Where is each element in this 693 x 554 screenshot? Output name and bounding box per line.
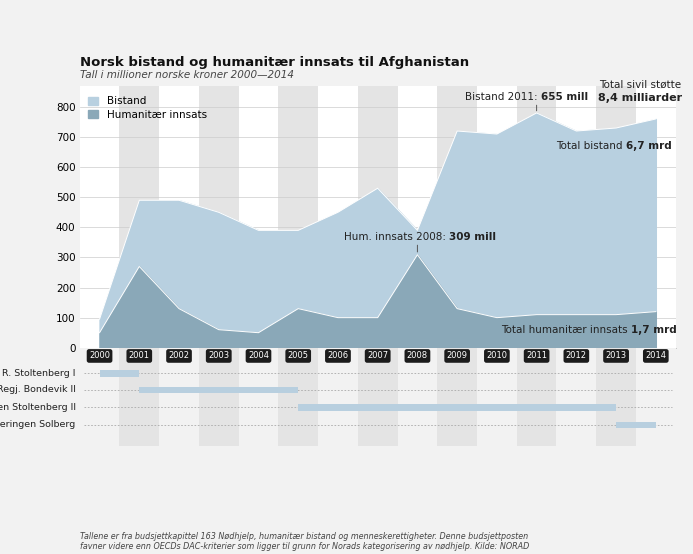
Bar — [596, 348, 636, 446]
Bar — [139, 387, 298, 393]
Bar — [616, 422, 656, 428]
Text: Bistand 2011:: Bistand 2011: — [465, 92, 541, 102]
Bar — [199, 86, 238, 348]
Text: Hum. innsats 2008:: Hum. innsats 2008: — [344, 232, 449, 242]
Text: 2010: 2010 — [486, 351, 507, 361]
Text: 2001: 2001 — [129, 351, 150, 361]
Bar — [279, 86, 318, 348]
Bar — [437, 348, 477, 446]
Text: Regjeringen Solberg: Regjeringen Solberg — [0, 420, 76, 429]
Bar — [596, 86, 636, 348]
Text: Total humanitær innsats: Total humanitær innsats — [501, 325, 631, 335]
Text: 2000: 2000 — [89, 351, 110, 361]
Bar — [100, 370, 139, 377]
Text: 2009: 2009 — [447, 351, 468, 361]
Text: 2002: 2002 — [168, 351, 189, 361]
Text: 2014: 2014 — [645, 351, 666, 361]
Text: 655 mill: 655 mill — [541, 92, 588, 102]
Text: 2004: 2004 — [248, 351, 269, 361]
Text: 2012: 2012 — [566, 351, 587, 361]
Text: Regj. Bondevik II: Regj. Bondevik II — [0, 386, 76, 394]
Bar — [358, 348, 398, 446]
Text: 2007: 2007 — [367, 351, 388, 361]
Text: 2008: 2008 — [407, 351, 428, 361]
Bar — [199, 348, 238, 446]
Text: Regjeringen Stoltenberg II: Regjeringen Stoltenberg II — [0, 403, 76, 412]
Bar — [279, 348, 318, 446]
Text: Norsk bistand og humanitær innsats til Afghanistan: Norsk bistand og humanitær innsats til A… — [80, 57, 469, 69]
Text: Total bistand: Total bistand — [556, 141, 626, 151]
Text: 2006: 2006 — [327, 351, 349, 361]
Text: Total sivil støtte: Total sivil støtte — [599, 79, 681, 90]
Text: 2003: 2003 — [208, 351, 229, 361]
Bar — [298, 404, 616, 411]
Bar — [517, 86, 556, 348]
Text: 309 mill: 309 mill — [449, 232, 496, 242]
Text: 1,7 mrd: 1,7 mrd — [631, 325, 676, 335]
Bar — [119, 86, 159, 348]
Text: R. Stoltenberg I: R. Stoltenberg I — [2, 369, 76, 378]
Text: 2013: 2013 — [606, 351, 626, 361]
Bar — [437, 86, 477, 348]
Legend: Bistand, Humanitær innsats: Bistand, Humanitær innsats — [88, 96, 207, 120]
Text: 2011: 2011 — [526, 351, 547, 361]
Bar — [358, 86, 398, 348]
Bar — [517, 348, 556, 446]
Bar — [119, 348, 159, 446]
Text: Tallene er fra budsjettkapittel 163 Nødhjelp, humanitær bistand og menneskeretti: Tallene er fra budsjettkapittel 163 Nødh… — [80, 532, 529, 551]
Text: 2005: 2005 — [288, 351, 308, 361]
Text: Tall i millioner norske kroner 2000—2014: Tall i millioner norske kroner 2000—2014 — [80, 70, 294, 80]
Text: 8,4 milliarder: 8,4 milliarder — [598, 94, 682, 104]
Text: 6,7 mrd: 6,7 mrd — [626, 141, 672, 151]
